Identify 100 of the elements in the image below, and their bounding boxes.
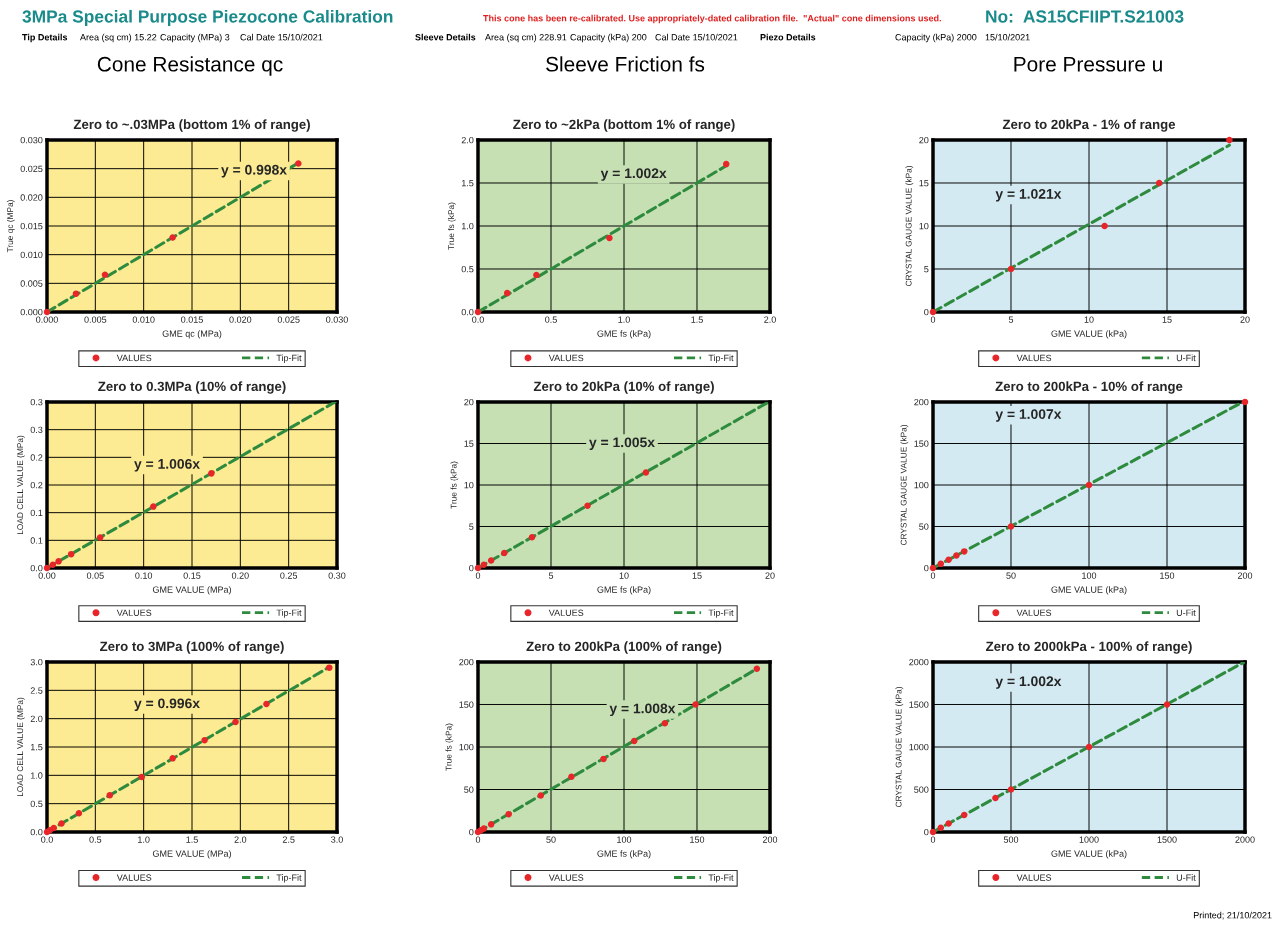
y-tick-label: 0.020 xyxy=(20,194,43,201)
y-tick-label: 10 xyxy=(919,222,929,230)
x-tick-label: 15 xyxy=(1162,316,1172,323)
legend-label: Tip-Fit xyxy=(708,609,734,618)
x-tick-label: 0.25 xyxy=(280,572,298,579)
y-axis-title: True qc (MPa) xyxy=(6,200,15,253)
point xyxy=(1085,481,1093,489)
x-tick-label: 200 xyxy=(1237,572,1253,579)
annotation: y = 1.005x xyxy=(589,437,655,450)
point xyxy=(487,821,495,828)
point xyxy=(75,810,83,817)
y-tick-label: 20 xyxy=(464,398,474,406)
point xyxy=(150,503,157,510)
x-axis-title: GME fs (kPa) xyxy=(597,850,651,859)
legend-label: VALUES xyxy=(548,609,584,616)
point xyxy=(50,824,58,832)
y-axis-title: CRYSTAL GAUGE VALUE (kPa) xyxy=(900,425,909,546)
x-tick-label: 0.025 xyxy=(277,316,300,323)
chart-title: Zero to 2000kPa - 100% of range) xyxy=(986,641,1192,654)
legend-label: VALUES xyxy=(116,874,152,881)
text: Piezo Details xyxy=(760,33,816,41)
x-tick-label: 0.20 xyxy=(231,572,249,579)
point xyxy=(58,820,65,827)
y-tick-label: 0.0 xyxy=(461,308,474,316)
y-tick-label: 0.3 xyxy=(30,426,43,434)
y-tick-label: 5 xyxy=(924,266,929,273)
y-tick-label: 1.0 xyxy=(461,222,474,230)
chart-title: Zero to 0.3MPa (10% of range) xyxy=(98,381,286,394)
x-tick-label: 1.5 xyxy=(186,836,198,843)
x-tick-label: 100 xyxy=(1082,572,1097,579)
point xyxy=(692,701,699,708)
x-tick-label: 5 xyxy=(1008,316,1014,323)
y-tick-label: 100 xyxy=(459,743,474,751)
x-tick-label: 100 xyxy=(617,836,632,843)
y-tick-label: 0.2 xyxy=(30,454,43,461)
y-tick-label: 50 xyxy=(919,523,929,530)
x-tick-label: 0.015 xyxy=(181,316,203,323)
x-tick-label: 50 xyxy=(546,836,556,843)
x-tick-label: 15 xyxy=(692,572,702,579)
chart-title: Zero to 20kPa - 1% of range xyxy=(1002,119,1176,132)
y-tick-label: 0.3 xyxy=(30,398,43,406)
x-tick-label: 5 xyxy=(548,572,554,579)
x-axis-title: GME qc (MPa) xyxy=(162,330,222,339)
y-tick-label: 500 xyxy=(914,786,929,793)
point xyxy=(101,271,109,278)
point xyxy=(503,289,511,297)
x-tick-label: 10 xyxy=(1084,316,1094,323)
y-tick-label: 0.0 xyxy=(30,828,43,836)
y-tick-label: 1.5 xyxy=(30,744,43,751)
y-axis-title: CRYSTAL GAUGE VALUE (kPa) xyxy=(905,166,914,287)
annotation: y = 0.996x xyxy=(134,698,200,711)
annotation: y = 1.002x xyxy=(995,676,1062,689)
y-tick-label: 15 xyxy=(919,180,929,187)
annotation: y = 1.021x xyxy=(995,188,1062,202)
y-tick-label: 100 xyxy=(914,481,929,489)
y-tick-label: 150 xyxy=(914,440,929,447)
x-axis-title: GME VALUE (kPa) xyxy=(1051,586,1127,595)
text: Area (sq cm) 228.91 xyxy=(485,33,567,43)
y-tick-label: 0.010 xyxy=(20,251,43,259)
y-tick-label: 0.015 xyxy=(20,222,43,230)
text: Cal Date 15/10/2021 xyxy=(240,33,323,41)
point xyxy=(474,564,482,572)
text: No: AS15CFIIPT.S21003 xyxy=(986,10,1184,23)
y-tick-label: 0.000 xyxy=(20,308,43,316)
point xyxy=(480,561,488,568)
point xyxy=(630,737,638,745)
y-tick-label: 5 xyxy=(469,523,474,530)
y-tick-label: 200 xyxy=(914,398,929,406)
legend-label: Tip-Fit xyxy=(708,874,734,883)
point xyxy=(67,550,75,558)
x-tick-label: 1.5 xyxy=(691,316,703,323)
point xyxy=(1226,136,1233,144)
legend-label: VALUES xyxy=(116,609,152,616)
point xyxy=(232,718,239,726)
x-tick-label: 1.0 xyxy=(138,836,150,843)
point xyxy=(1155,179,1163,187)
text: Printed; 21/10/2021 xyxy=(1193,911,1272,920)
chart-title: Zero to ~2kPa (bottom 1% of range) xyxy=(513,119,735,132)
x-tick-label: 0 xyxy=(930,572,936,579)
x-tick-label: 150 xyxy=(1160,572,1175,579)
annotation: y = 1.006x xyxy=(134,458,200,472)
y-tick-label: 50 xyxy=(464,786,474,793)
y-tick-label: 1500 xyxy=(909,701,929,708)
y-axis-title: LOAD CELL VALUE (MPa) xyxy=(16,697,25,797)
point xyxy=(953,552,960,559)
point xyxy=(1007,523,1015,530)
chart-title: Zero to 3MPa (100% of range) xyxy=(100,641,284,654)
y-tick-label: 0.1 xyxy=(30,537,43,544)
x-tick-label: 0.05 xyxy=(86,572,104,579)
text: Sleeve Details xyxy=(415,33,476,41)
text: Area (sq cm) 15.22 xyxy=(80,33,157,43)
y-tick-label: 0 xyxy=(924,828,929,836)
point xyxy=(263,700,270,708)
point xyxy=(661,719,669,727)
x-tick-label: 20 xyxy=(1240,316,1250,323)
point xyxy=(208,470,215,477)
point xyxy=(929,828,937,836)
x-tick-label: 0 xyxy=(475,836,481,843)
point xyxy=(600,755,607,763)
point xyxy=(1007,786,1015,793)
